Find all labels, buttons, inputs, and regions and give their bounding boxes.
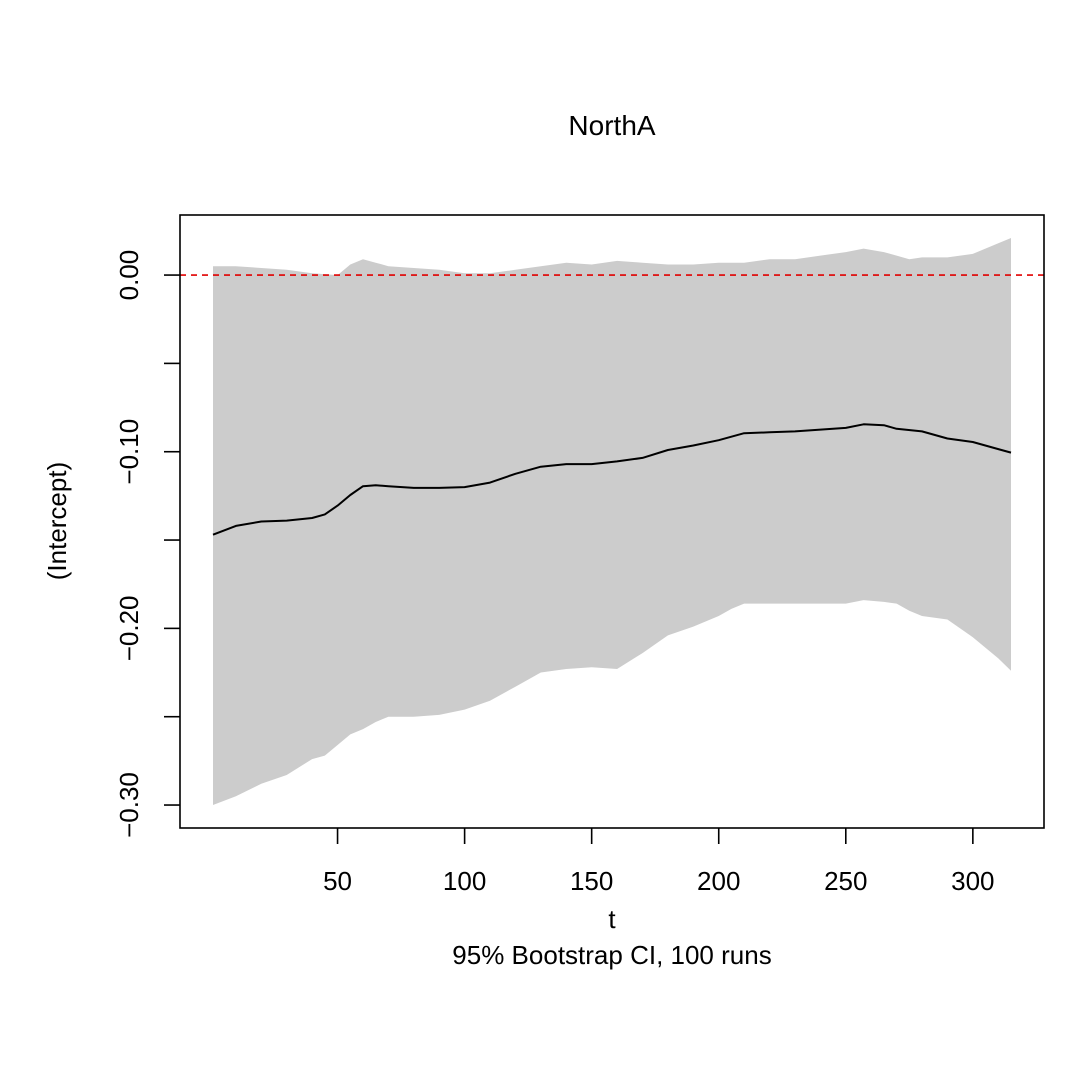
chart-subtitle: 95% Bootstrap CI, 100 runs [452,940,771,970]
y-tick-label: −0.30 [114,772,144,838]
x-tick-label: 300 [951,866,994,896]
y-tick-label: 0.00 [114,250,144,301]
chart-title: NorthA [568,110,655,141]
estimate-line [212,423,1012,536]
x-tick-label: 150 [570,866,613,896]
x-axis-label: t [608,904,616,934]
x-tick-label: 50 [323,866,352,896]
plot-frame [179,214,1045,829]
axes: 50 100 150 200 250 300 0.00 −0.10 −0.20 −0.30 [114,214,1045,896]
y-axis-label: (Intercept) [42,462,72,581]
y-tick-label: −0.20 [114,596,144,662]
y-tick-label: −0.10 [114,419,144,485]
x-tick-label: 250 [824,866,867,896]
confidence-band [213,238,1011,805]
plot-area [180,238,1044,805]
x-tick-label: 100 [443,866,486,896]
x-tick-label: 200 [697,866,740,896]
